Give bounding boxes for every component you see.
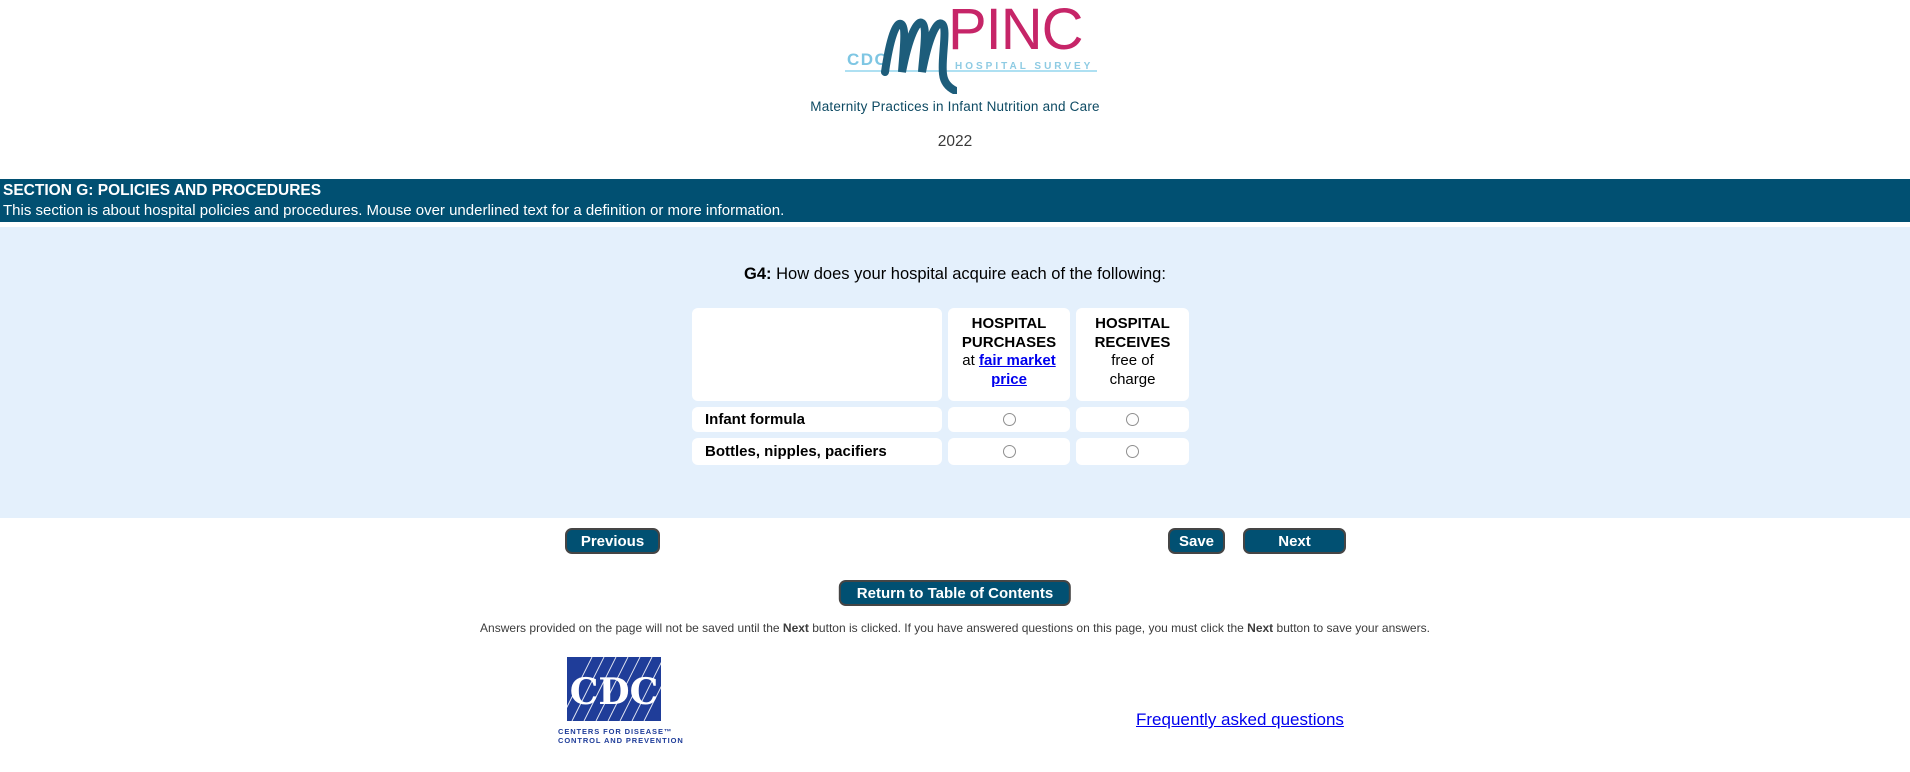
g4-answer-table: HOSPITAL PURCHASES at fair market price … <box>692 308 1189 465</box>
return-to-toc-button[interactable]: Return to Table of Contents <box>838 580 1072 606</box>
row-label-bottles-nipples-pacifiers: Bottles, nipples, pacifiers <box>692 438 942 465</box>
column-header-hospital-receives: HOSPITAL RECEIVES free of charge <box>1076 308 1189 401</box>
radio-infant-formula-receives[interactable] <box>1126 413 1139 426</box>
col-receives-line3: free of <box>1111 352 1154 369</box>
section-title: SECTION G: POLICIES AND PROCEDURES <box>3 182 322 199</box>
section-banner: SECTION G: POLICIES AND PROCEDURES This … <box>0 179 1910 222</box>
col-purchases-line2: PURCHASES <box>961 333 1057 351</box>
cell-infant-formula-receives[interactable] <box>1076 407 1189 432</box>
survey-year: 2022 <box>937 133 973 150</box>
fair-market-price-link[interactable]: fair market <box>978 352 1056 369</box>
col-purchases-at: at <box>962 352 979 369</box>
logo-pinc-text: PINC <box>948 0 1084 62</box>
disclaimer-part3: button to save your answers. <box>1273 621 1430 635</box>
previous-button[interactable]: Previous <box>565 528 660 554</box>
cell-infant-formula-purchases[interactable] <box>948 407 1070 432</box>
col-purchases-line3: at fair market <box>962 352 1055 371</box>
site-subtitle: Maternity Practices in Infant Nutrition … <box>810 99 1100 114</box>
cell-bottles-purchases[interactable] <box>948 438 1070 465</box>
row-label-infant-formula: Infant formula <box>692 407 942 432</box>
cdc-acronym: CDC <box>570 671 659 713</box>
cell-bottles-receives[interactable] <box>1076 438 1189 465</box>
save-button[interactable]: Save <box>1168 528 1225 554</box>
fair-market-price-link-line2[interactable]: price <box>991 370 1027 388</box>
disclaimer-part1: Answers provided on the page will not be… <box>480 621 783 635</box>
logo-hospital-survey-text: HOSPITAL SURVEY <box>955 61 1094 72</box>
cdc-logo: CDC CENTERS FOR DISEASE™ CONTROL AND PRE… <box>558 656 684 745</box>
section-description: This section is about hospital policies … <box>3 202 785 219</box>
cdc-caption-line1: CENTERS FOR DISEASE™ <box>558 727 673 736</box>
faq-link[interactable]: Frequently asked questions <box>1136 710 1344 729</box>
radio-bottles-receives[interactable] <box>1126 445 1139 458</box>
disclaimer-next-2: Next <box>1247 621 1274 635</box>
col-receives-line2: RECEIVES <box>1094 333 1171 351</box>
save-disclaimer: Answers provided on the page will not be… <box>0 621 1910 635</box>
radio-bottles-purchases[interactable] <box>1002 445 1016 458</box>
col-purchases-line1: HOSPITAL <box>971 315 1047 332</box>
col-receives-line4: charge <box>1109 370 1156 388</box>
question-body: How does your hospital acquire each of t… <box>771 265 1166 283</box>
disclaimer-part2: button is clicked. If you have answered … <box>808 621 1248 635</box>
question-text: G4: How does your hospital acquire each … <box>0 227 1910 284</box>
logo-underline <box>845 70 1097 72</box>
script-m-icon <box>881 18 957 94</box>
cdc-caption-line2: CONTROL AND PREVENTION <box>558 735 684 745</box>
cdc-logo-icon: CDC <box>559 656 677 722</box>
col-receives-line1: HOSPITAL <box>1095 315 1170 332</box>
question-panel: G4: How does your hospital acquire each … <box>0 227 1910 518</box>
question-number: G4: <box>744 265 772 283</box>
next-button[interactable]: Next <box>1243 528 1346 554</box>
disclaimer-next-1: Next <box>782 621 809 635</box>
radio-infant-formula-purchases[interactable] <box>1002 413 1016 426</box>
column-header-hospital-purchases: HOSPITAL PURCHASES at fair market price <box>948 308 1070 401</box>
table-corner-cell <box>692 308 942 401</box>
logo-cdc-text: CDC <box>847 50 889 69</box>
mpinc-logo: CDC PINC HOSPITAL SURVEY <box>845 0 1097 98</box>
